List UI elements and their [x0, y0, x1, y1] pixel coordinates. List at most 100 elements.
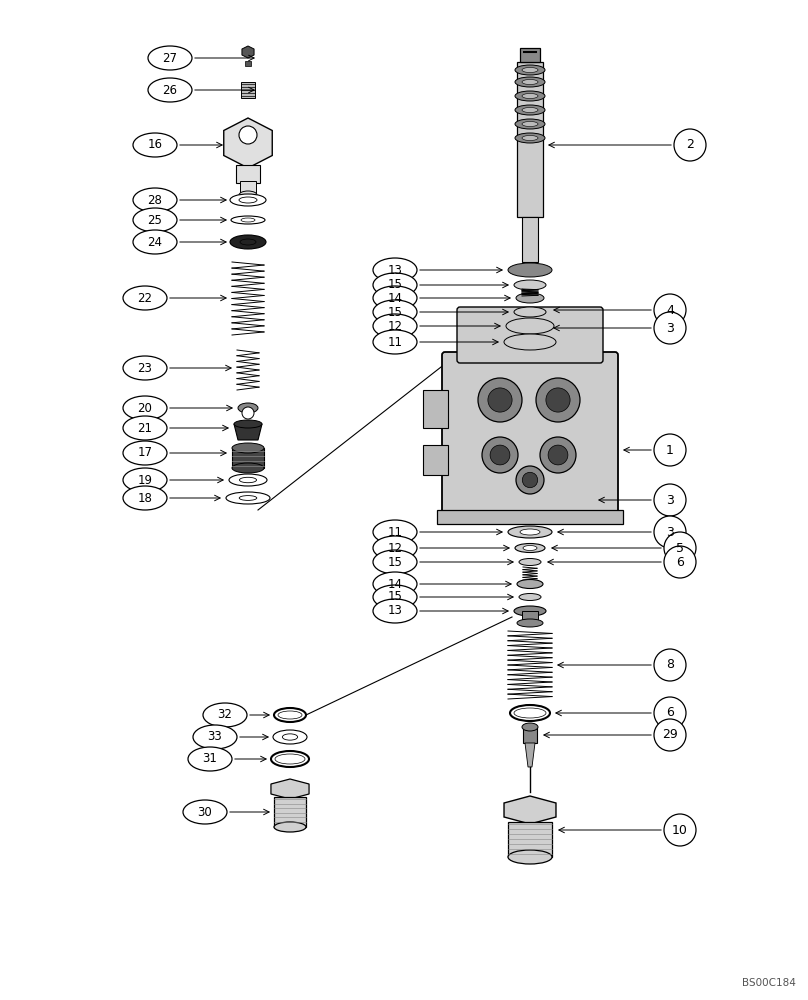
Circle shape	[654, 649, 686, 681]
Ellipse shape	[123, 356, 167, 380]
Ellipse shape	[504, 334, 556, 350]
Text: 16: 16	[148, 138, 162, 151]
Ellipse shape	[203, 703, 247, 727]
Ellipse shape	[234, 420, 262, 428]
Text: 33: 33	[208, 730, 222, 744]
Ellipse shape	[515, 119, 545, 129]
Circle shape	[478, 378, 522, 422]
Text: 6: 6	[676, 556, 684, 568]
Ellipse shape	[373, 330, 417, 354]
Circle shape	[516, 466, 544, 494]
Text: 12: 12	[388, 320, 402, 332]
FancyBboxPatch shape	[457, 307, 603, 363]
Text: 11: 11	[388, 526, 402, 538]
Polygon shape	[234, 424, 262, 440]
Circle shape	[664, 546, 696, 578]
Ellipse shape	[523, 546, 537, 550]
Ellipse shape	[373, 314, 417, 338]
Ellipse shape	[514, 307, 546, 317]
Bar	[523, 727, 537, 743]
Text: 19: 19	[137, 474, 153, 487]
Ellipse shape	[278, 711, 302, 719]
Ellipse shape	[193, 725, 237, 749]
Ellipse shape	[148, 78, 192, 102]
Text: 13: 13	[388, 604, 402, 617]
Ellipse shape	[373, 599, 417, 623]
Bar	[423, 390, 448, 428]
Ellipse shape	[508, 850, 552, 864]
Ellipse shape	[514, 280, 546, 290]
Circle shape	[654, 434, 686, 466]
Ellipse shape	[183, 800, 227, 824]
Circle shape	[654, 719, 686, 751]
Ellipse shape	[522, 94, 538, 99]
Text: 28: 28	[148, 194, 162, 207]
Bar	[236, 165, 260, 183]
Ellipse shape	[188, 747, 232, 771]
Text: 14: 14	[388, 578, 402, 590]
Ellipse shape	[239, 197, 257, 203]
Text: 2: 2	[686, 138, 694, 151]
Text: 11: 11	[388, 336, 402, 349]
Circle shape	[242, 407, 254, 419]
Text: 3: 3	[666, 526, 674, 538]
Text: BS00C184: BS00C184	[742, 978, 796, 988]
Bar	[522, 217, 538, 262]
Bar	[520, 48, 540, 62]
Text: 18: 18	[137, 491, 153, 504]
Ellipse shape	[373, 572, 417, 596]
Ellipse shape	[148, 46, 192, 70]
Polygon shape	[525, 743, 535, 767]
Circle shape	[482, 437, 518, 473]
Text: 8: 8	[666, 658, 674, 672]
Text: 15: 15	[388, 278, 402, 292]
Ellipse shape	[271, 751, 309, 767]
Ellipse shape	[519, 558, 541, 566]
Ellipse shape	[274, 708, 306, 722]
Circle shape	[548, 445, 568, 465]
Bar	[437, 510, 623, 524]
Ellipse shape	[373, 550, 417, 574]
Ellipse shape	[229, 474, 267, 486]
Circle shape	[488, 388, 512, 412]
Ellipse shape	[239, 477, 257, 483]
Text: 15: 15	[388, 590, 402, 603]
Circle shape	[654, 484, 686, 516]
Ellipse shape	[239, 191, 257, 199]
Ellipse shape	[133, 208, 177, 232]
Ellipse shape	[515, 105, 545, 115]
Circle shape	[654, 294, 686, 326]
Bar	[508, 822, 552, 857]
Ellipse shape	[515, 91, 545, 101]
Polygon shape	[224, 118, 272, 168]
Text: 31: 31	[203, 752, 217, 766]
Circle shape	[540, 437, 576, 473]
Text: 5: 5	[676, 542, 684, 554]
Ellipse shape	[515, 65, 545, 75]
Ellipse shape	[239, 496, 257, 500]
Circle shape	[546, 388, 570, 412]
Text: 15: 15	[388, 306, 402, 318]
Text: 4: 4	[666, 304, 674, 316]
Ellipse shape	[133, 230, 177, 254]
Bar	[517, 62, 543, 217]
Ellipse shape	[510, 705, 550, 721]
Ellipse shape	[230, 235, 266, 249]
Text: 24: 24	[148, 235, 162, 248]
Text: 27: 27	[162, 51, 178, 64]
Ellipse shape	[522, 121, 538, 126]
Bar	[423, 445, 448, 475]
Text: 3: 3	[666, 322, 674, 334]
Ellipse shape	[238, 403, 258, 413]
Text: 17: 17	[137, 446, 153, 460]
Ellipse shape	[373, 258, 417, 282]
Bar	[241, 82, 255, 98]
Ellipse shape	[516, 293, 544, 303]
Ellipse shape	[373, 286, 417, 310]
Ellipse shape	[275, 754, 305, 764]
Ellipse shape	[133, 188, 177, 212]
Ellipse shape	[373, 585, 417, 609]
Ellipse shape	[232, 443, 264, 453]
Ellipse shape	[282, 734, 297, 740]
Text: 22: 22	[137, 292, 153, 304]
